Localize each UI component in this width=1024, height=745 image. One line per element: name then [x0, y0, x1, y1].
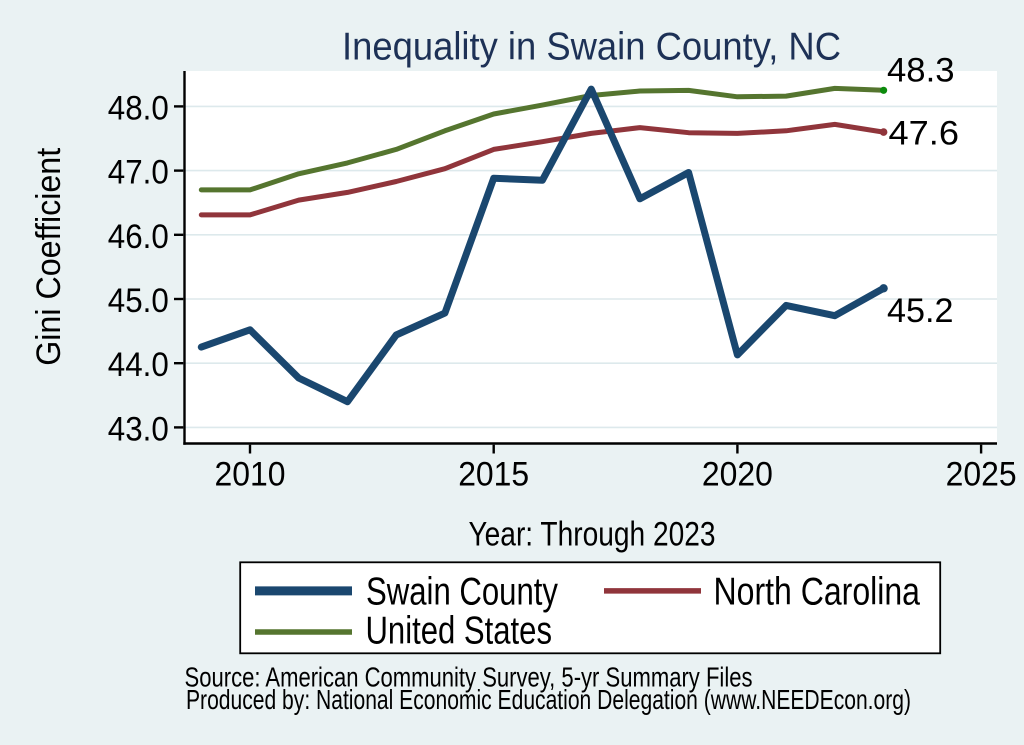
svg-text:United States: United States	[366, 610, 553, 653]
svg-text:2015: 2015	[458, 455, 529, 493]
svg-text:Source: American Community Sur: Source: American Community Survey, 5-yr …	[185, 661, 753, 692]
svg-text:46.0: 46.0	[108, 218, 169, 256]
svg-text:Swain County: Swain County	[366, 570, 558, 613]
svg-text:Produced by: National Economic: Produced by: National Economic Education…	[186, 684, 911, 715]
svg-text:Inequality in Swain County, NC: Inequality in Swain County, NC	[342, 25, 841, 68]
svg-text:48.3: 48.3	[887, 52, 955, 90]
svg-text:2020: 2020	[702, 455, 773, 493]
svg-text:47.0: 47.0	[108, 154, 169, 192]
svg-text:48.0: 48.0	[108, 89, 169, 127]
svg-text:2025: 2025	[946, 455, 1017, 493]
svg-text:North Carolina: North Carolina	[714, 570, 921, 613]
svg-text:Gini Coefficient: Gini Coefficient	[30, 147, 68, 366]
svg-text:47.6: 47.6	[889, 115, 960, 153]
svg-text:44.0: 44.0	[108, 346, 169, 384]
svg-text:43.0: 43.0	[108, 410, 169, 448]
svg-text:2010: 2010	[215, 455, 286, 493]
svg-text:45.0: 45.0	[108, 282, 169, 320]
svg-text:Year: Through 2023: Year: Through 2023	[469, 516, 716, 554]
svg-text:45.2: 45.2	[887, 292, 954, 330]
